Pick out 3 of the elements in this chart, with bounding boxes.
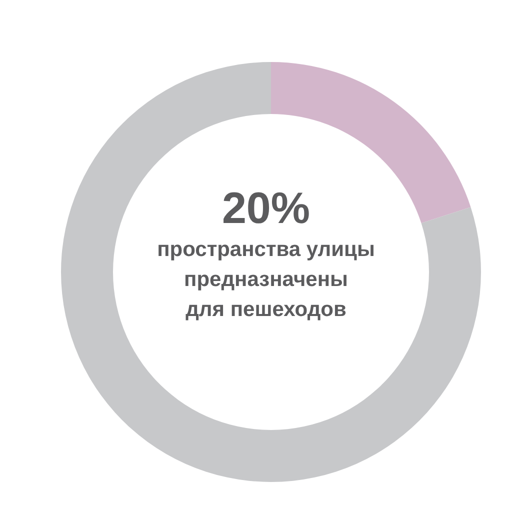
text: пространства улицы предназначены для пешеходов bbox=[156, 237, 376, 323]
donut-slice bbox=[61, 62, 481, 482]
text: 20% bbox=[220, 183, 312, 235]
